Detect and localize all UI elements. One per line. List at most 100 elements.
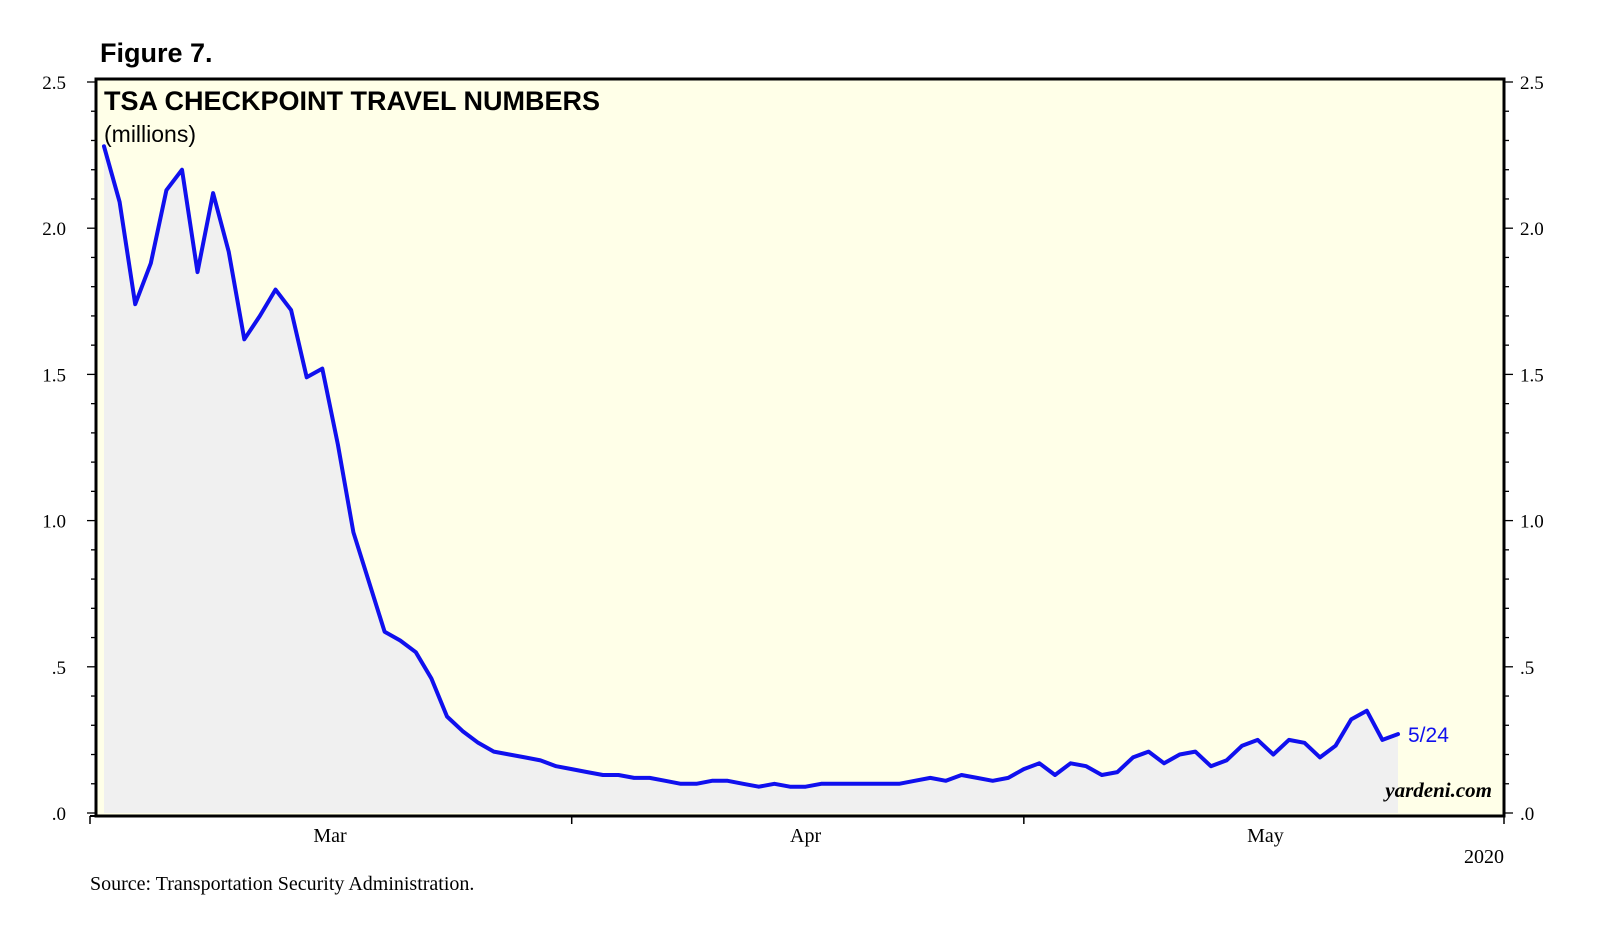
data-point: [726, 779, 730, 783]
data-point: [570, 767, 574, 771]
data-point: [507, 753, 511, 757]
data-point: [1256, 738, 1260, 742]
data-point: [601, 773, 605, 777]
x-tick-label: Mar: [313, 825, 347, 847]
data-point: [944, 779, 948, 783]
data-point: [461, 729, 465, 733]
data-point: [788, 785, 792, 789]
data-point: [383, 630, 387, 634]
data-point: [211, 191, 215, 195]
x-tick-label: Apr: [790, 825, 821, 847]
series-line: [102, 144, 1400, 789]
data-point: [429, 676, 433, 680]
data-point: [928, 776, 932, 780]
data-point: [1022, 767, 1026, 771]
data-point: [710, 779, 714, 783]
data-point: [492, 750, 496, 754]
watermark: yardeni.com: [1382, 778, 1492, 802]
data-point: [616, 773, 620, 777]
data-point: [258, 314, 262, 318]
data-point: [1115, 770, 1119, 774]
data-point: [133, 302, 137, 306]
data-point: [164, 188, 168, 192]
data-point: [1365, 709, 1369, 713]
data-point: [305, 375, 309, 379]
data-point: [1147, 750, 1151, 754]
data-point: [663, 779, 667, 783]
data-point: [1178, 753, 1182, 757]
data-point: [242, 337, 246, 341]
chart-title: TSA CHECKPOINT TRAVEL NUMBERS: [104, 86, 600, 116]
y-tick-label-right: .5: [1520, 658, 1534, 679]
data-point: [554, 764, 558, 768]
data-point: [1193, 750, 1197, 754]
data-point: [539, 758, 543, 762]
data-point: [975, 776, 979, 780]
y-tick-label-left: 1.5: [42, 365, 66, 386]
data-point: [1318, 755, 1322, 759]
y-tick-label-left: .5: [52, 658, 66, 679]
data-point: [1100, 773, 1104, 777]
x-tick-label: May: [1247, 825, 1284, 847]
data-point: [398, 638, 402, 642]
data-point: [196, 270, 200, 274]
data-point: [523, 755, 527, 759]
data-point: [1209, 764, 1213, 768]
y-tick-label-left: 2.5: [42, 73, 66, 94]
y-tick-label-right: 2.5: [1520, 73, 1544, 94]
data-point: [320, 367, 324, 371]
data-point: [913, 779, 917, 783]
data-point: [1240, 744, 1244, 748]
data-point: [835, 782, 839, 786]
data-point: [694, 782, 698, 786]
data-point: [1334, 744, 1338, 748]
x-axis-year-label: 2020: [1464, 846, 1504, 868]
y-tick-label-left: .0: [52, 804, 66, 825]
y-axis-left: .0 .5 1.0 1.5 2.0 2.5: [42, 73, 96, 825]
data-point: [585, 770, 589, 774]
y-tick-label-right: .0: [1520, 804, 1534, 825]
data-point: [149, 261, 153, 265]
data-point: [648, 776, 652, 780]
data-point: [1053, 773, 1057, 777]
figure-label: Figure 7.: [100, 38, 213, 68]
data-point: [118, 200, 122, 204]
y-tick-label-right: 2.0: [1520, 219, 1544, 240]
data-point: [367, 580, 371, 584]
data-point: [1006, 776, 1010, 780]
data-point: [102, 144, 106, 148]
data-point: [897, 782, 901, 786]
data-point: [959, 773, 963, 777]
data-point: [289, 308, 293, 312]
data-point: [273, 288, 277, 292]
data-point: [180, 168, 184, 172]
data-point: [757, 785, 761, 789]
data-point: [804, 785, 808, 789]
data-point: [227, 250, 231, 254]
data-point: [882, 782, 886, 786]
y-tick-label-right: 1.5: [1520, 365, 1544, 386]
data-point: [1037, 761, 1041, 765]
data-point: [1069, 761, 1073, 765]
data-point: [1225, 758, 1229, 762]
x-axis: Mar Apr May: [89, 815, 1505, 847]
y-tick-label-right: 1.0: [1520, 512, 1544, 533]
data-point: [1162, 761, 1166, 765]
data-point: [1302, 741, 1306, 745]
data-point: [445, 715, 449, 719]
data-point: [351, 530, 355, 534]
data-point: [866, 782, 870, 786]
last-point-label: 5/24: [1408, 724, 1449, 747]
chart-subtitle: (millions): [104, 121, 196, 147]
series-area: [104, 146, 1398, 814]
data-point: [476, 741, 480, 745]
data-point: [1396, 732, 1400, 736]
data-point: [991, 779, 995, 783]
data-point: [679, 782, 683, 786]
data-point: [414, 650, 418, 654]
y-tick-label-left: 1.0: [42, 512, 66, 533]
data-point: [850, 782, 854, 786]
data-point: [1271, 753, 1275, 757]
data-point: [1380, 738, 1384, 742]
